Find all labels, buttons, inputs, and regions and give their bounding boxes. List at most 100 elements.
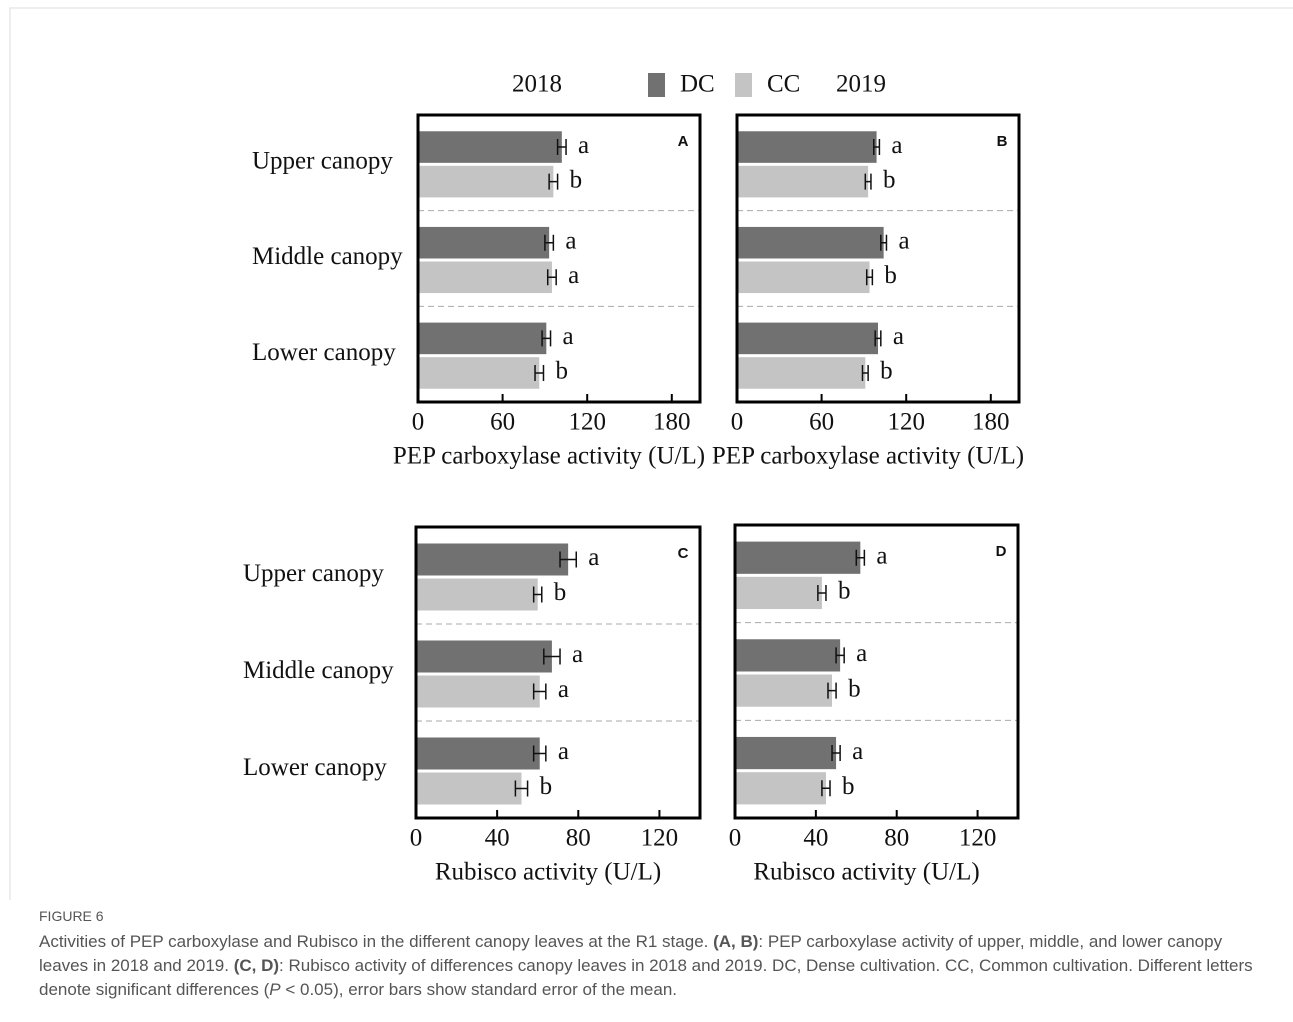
x-tick-label: 60 xyxy=(490,409,515,436)
bar xyxy=(737,261,870,294)
category-label: Middle canopy xyxy=(243,657,394,684)
bar xyxy=(418,226,550,259)
caption: FIGURE 6 Activities of PEP carboxylase a… xyxy=(39,908,1254,1002)
significance-letter: b xyxy=(884,262,897,289)
bar xyxy=(418,357,540,389)
error-bar xyxy=(827,682,837,699)
significance-letter: b xyxy=(883,166,896,193)
significance-letter: b xyxy=(540,773,553,800)
plot-frame xyxy=(735,113,1021,404)
error-bar xyxy=(873,139,881,156)
caption-part: (C, D) xyxy=(233,956,280,975)
x-tick-label: 40 xyxy=(485,825,510,852)
significance-letter: a xyxy=(891,132,902,159)
legend-swatch xyxy=(648,73,665,97)
caption-text: Activities of PEP carboxylase and Rubisc… xyxy=(39,930,1254,1002)
significance-letter: a xyxy=(898,227,909,254)
error-bar xyxy=(817,584,827,601)
x-tick-label: 120 xyxy=(641,825,679,852)
significance-letter: b xyxy=(555,358,568,385)
significance-letter: b xyxy=(842,773,855,800)
bar xyxy=(737,357,866,389)
error-bar xyxy=(556,139,567,156)
bar xyxy=(416,737,540,770)
significance-letter: a xyxy=(588,544,599,571)
error-bar xyxy=(835,647,845,664)
category-label: Middle canopy xyxy=(252,243,403,270)
bar xyxy=(418,131,562,163)
error-bar xyxy=(534,364,545,381)
x-tick-label: 80 xyxy=(566,825,591,852)
bar xyxy=(735,772,826,805)
legend-swatch xyxy=(735,73,752,97)
bar xyxy=(737,322,878,355)
panel-label: A xyxy=(678,133,689,150)
error-bar xyxy=(514,780,529,797)
legend-label: DC xyxy=(680,71,715,98)
significance-letter: a xyxy=(568,262,579,289)
error-bar xyxy=(541,330,552,347)
bar xyxy=(416,543,569,576)
caption-part: : PEP carboxylase activity of upper, mid… xyxy=(39,932,1223,975)
plot-frame xyxy=(416,113,702,404)
error-bar xyxy=(559,551,578,568)
bar xyxy=(418,261,552,294)
plot-frame xyxy=(733,523,1020,820)
error-bar xyxy=(855,549,866,566)
bar xyxy=(735,639,841,672)
bar xyxy=(416,772,522,805)
significance-letter: a xyxy=(563,323,574,350)
plot-frame xyxy=(414,525,702,820)
category-label: Lower canopy xyxy=(252,339,396,366)
significance-letter: a xyxy=(876,542,887,569)
error-bar xyxy=(548,173,559,190)
x-tick-label: 0 xyxy=(410,825,423,852)
frame xyxy=(9,7,1293,900)
x-axis-label: Rubisco activity (U/L) xyxy=(753,859,979,886)
year-label: 2019 xyxy=(836,71,886,98)
error-bar xyxy=(864,173,872,190)
caption-label: FIGURE 6 xyxy=(39,908,104,924)
x-tick-label: 180 xyxy=(972,409,1010,436)
significance-letter: a xyxy=(852,738,863,765)
bar xyxy=(416,640,552,673)
error-bar xyxy=(880,234,888,251)
x-tick-label: 40 xyxy=(803,825,828,852)
significance-letter: a xyxy=(856,640,867,667)
panel-label: C xyxy=(678,545,689,562)
error-bar xyxy=(532,586,543,603)
significance-letter: b xyxy=(848,675,861,702)
significance-letter: b xyxy=(554,579,567,606)
x-tick-label: 60 xyxy=(809,409,834,436)
error-bar xyxy=(861,364,869,381)
x-tick-label: 180 xyxy=(653,409,691,436)
year-label: 2018 xyxy=(512,71,562,98)
significance-letter: a xyxy=(558,676,569,703)
bar xyxy=(418,165,554,198)
legend-label: CC xyxy=(767,71,800,98)
x-tick-label: 0 xyxy=(412,409,425,436)
x-tick-label: 0 xyxy=(729,825,742,852)
x-tick-label: 120 xyxy=(959,825,997,852)
x-tick-label: 0 xyxy=(731,409,744,436)
bar xyxy=(416,578,538,611)
x-tick-label: 120 xyxy=(568,409,606,436)
error-bar xyxy=(546,269,557,286)
bar xyxy=(735,576,822,610)
panel-label: B xyxy=(997,133,1008,150)
caption-part: : Rubisco activity of differences canopy… xyxy=(39,956,1253,999)
significance-letter: a xyxy=(572,641,583,668)
error-bar xyxy=(543,648,561,665)
bar xyxy=(735,736,837,770)
significance-letter: b xyxy=(570,166,583,193)
significance-letter: b xyxy=(880,358,893,385)
significance-letter: a xyxy=(578,132,589,159)
category-label: Upper canopy xyxy=(243,560,384,587)
error-bar xyxy=(544,234,555,251)
x-tick-label: 120 xyxy=(887,409,925,436)
caption-part: < 0.05), error bars show standard error … xyxy=(280,980,678,999)
panel-label: D xyxy=(996,543,1007,560)
error-bar xyxy=(865,269,874,286)
significance-letter: a xyxy=(558,738,569,765)
